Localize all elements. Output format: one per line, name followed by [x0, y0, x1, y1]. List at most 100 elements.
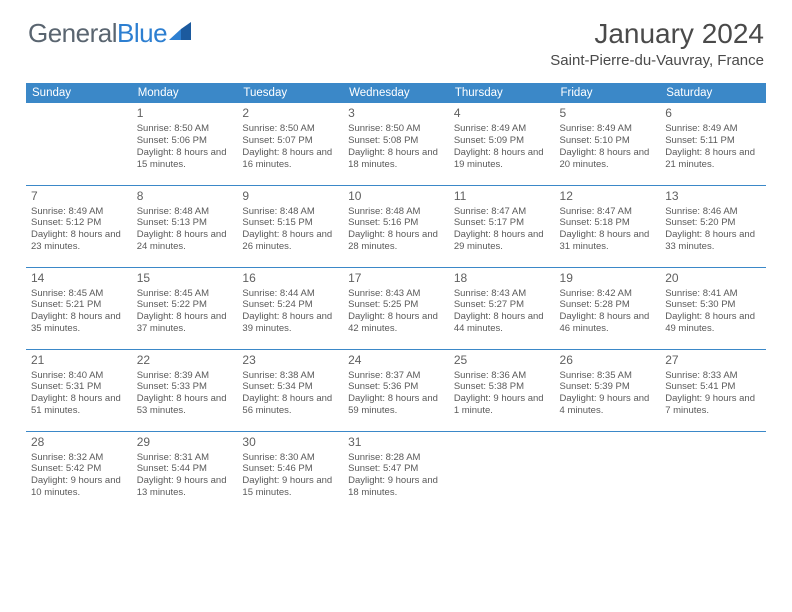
sunset-line: Sunset: 5:33 PM: [137, 381, 233, 393]
daylight-line: Daylight: 8 hours and 44 minutes.: [454, 311, 550, 335]
calendar-day-cell: 12Sunrise: 8:47 AMSunset: 5:18 PMDayligh…: [555, 185, 661, 267]
calendar-day-cell: 4Sunrise: 8:49 AMSunset: 5:09 PMDaylight…: [449, 103, 555, 185]
sunset-line: Sunset: 5:41 PM: [665, 381, 761, 393]
logo-icon: [169, 22, 191, 45]
sunrise-line: Sunrise: 8:43 AM: [348, 288, 444, 300]
sunset-line: Sunset: 5:10 PM: [560, 135, 656, 147]
sunset-line: Sunset: 5:27 PM: [454, 299, 550, 311]
day-number: 5: [560, 106, 656, 121]
day-number: 21: [31, 353, 127, 368]
sunset-line: Sunset: 5:18 PM: [560, 217, 656, 229]
sunrise-line: Sunrise: 8:49 AM: [31, 206, 127, 218]
day-number: 31: [348, 435, 444, 450]
weekday-header: Saturday: [660, 83, 766, 103]
sunset-line: Sunset: 5:39 PM: [560, 381, 656, 393]
calendar-week-row: 14Sunrise: 8:45 AMSunset: 5:21 PMDayligh…: [26, 267, 766, 349]
daylight-line: Daylight: 9 hours and 13 minutes.: [137, 475, 233, 499]
sunrise-line: Sunrise: 8:37 AM: [348, 370, 444, 382]
daylight-line: Daylight: 8 hours and 49 minutes.: [665, 311, 761, 335]
calendar-day-cell: 23Sunrise: 8:38 AMSunset: 5:34 PMDayligh…: [237, 349, 343, 431]
sunrise-line: Sunrise: 8:47 AM: [454, 206, 550, 218]
day-number: 23: [242, 353, 338, 368]
sunrise-line: Sunrise: 8:35 AM: [560, 370, 656, 382]
calendar-day-cell: 19Sunrise: 8:42 AMSunset: 5:28 PMDayligh…: [555, 267, 661, 349]
sunrise-line: Sunrise: 8:39 AM: [137, 370, 233, 382]
sunrise-line: Sunrise: 8:48 AM: [348, 206, 444, 218]
sunset-line: Sunset: 5:15 PM: [242, 217, 338, 229]
sunset-line: Sunset: 5:08 PM: [348, 135, 444, 147]
day-number: 12: [560, 189, 656, 204]
daylight-line: Daylight: 8 hours and 56 minutes.: [242, 393, 338, 417]
sunrise-line: Sunrise: 8:48 AM: [242, 206, 338, 218]
sunrise-line: Sunrise: 8:36 AM: [454, 370, 550, 382]
calendar-day-cell: [555, 431, 661, 513]
daylight-line: Daylight: 8 hours and 24 minutes.: [137, 229, 233, 253]
location-label: Saint-Pierre-du-Vauvray, France: [550, 52, 764, 69]
daylight-line: Daylight: 8 hours and 16 minutes.: [242, 147, 338, 171]
daylight-line: Daylight: 8 hours and 51 minutes.: [31, 393, 127, 417]
sunrise-line: Sunrise: 8:49 AM: [454, 123, 550, 135]
calendar-day-cell: 22Sunrise: 8:39 AMSunset: 5:33 PMDayligh…: [132, 349, 238, 431]
day-number: 29: [137, 435, 233, 450]
sunset-line: Sunset: 5:31 PM: [31, 381, 127, 393]
sunrise-line: Sunrise: 8:30 AM: [242, 452, 338, 464]
sunset-line: Sunset: 5:09 PM: [454, 135, 550, 147]
sunrise-line: Sunrise: 8:45 AM: [137, 288, 233, 300]
calendar-day-cell: 15Sunrise: 8:45 AMSunset: 5:22 PMDayligh…: [132, 267, 238, 349]
daylight-line: Daylight: 8 hours and 28 minutes.: [348, 229, 444, 253]
sunrise-line: Sunrise: 8:50 AM: [137, 123, 233, 135]
sunset-line: Sunset: 5:28 PM: [560, 299, 656, 311]
sunset-line: Sunset: 5:38 PM: [454, 381, 550, 393]
sunrise-line: Sunrise: 8:32 AM: [31, 452, 127, 464]
daylight-line: Daylight: 9 hours and 4 minutes.: [560, 393, 656, 417]
calendar-day-cell: 11Sunrise: 8:47 AMSunset: 5:17 PMDayligh…: [449, 185, 555, 267]
day-number: 17: [348, 271, 444, 286]
daylight-line: Daylight: 8 hours and 21 minutes.: [665, 147, 761, 171]
calendar-week-row: 28Sunrise: 8:32 AMSunset: 5:42 PMDayligh…: [26, 431, 766, 513]
calendar-day-cell: 2Sunrise: 8:50 AMSunset: 5:07 PMDaylight…: [237, 103, 343, 185]
sunset-line: Sunset: 5:17 PM: [454, 217, 550, 229]
calendar-day-cell: 30Sunrise: 8:30 AMSunset: 5:46 PMDayligh…: [237, 431, 343, 513]
day-number: 2: [242, 106, 338, 121]
day-number: 10: [348, 189, 444, 204]
daylight-line: Daylight: 8 hours and 31 minutes.: [560, 229, 656, 253]
sunrise-line: Sunrise: 8:46 AM: [665, 206, 761, 218]
daylight-line: Daylight: 9 hours and 18 minutes.: [348, 475, 444, 499]
calendar-day-cell: 5Sunrise: 8:49 AMSunset: 5:10 PMDaylight…: [555, 103, 661, 185]
sunrise-line: Sunrise: 8:28 AM: [348, 452, 444, 464]
sunrise-line: Sunrise: 8:31 AM: [137, 452, 233, 464]
sunset-line: Sunset: 5:24 PM: [242, 299, 338, 311]
day-number: 20: [665, 271, 761, 286]
calendar-table: SundayMondayTuesdayWednesdayThursdayFrid…: [26, 83, 766, 513]
weekday-header: Friday: [555, 83, 661, 103]
calendar-day-cell: 10Sunrise: 8:48 AMSunset: 5:16 PMDayligh…: [343, 185, 449, 267]
calendar-day-cell: [449, 431, 555, 513]
day-number: 1: [137, 106, 233, 121]
sunrise-line: Sunrise: 8:49 AM: [560, 123, 656, 135]
calendar-day-cell: 8Sunrise: 8:48 AMSunset: 5:13 PMDaylight…: [132, 185, 238, 267]
sunset-line: Sunset: 5:30 PM: [665, 299, 761, 311]
sunset-line: Sunset: 5:36 PM: [348, 381, 444, 393]
daylight-line: Daylight: 8 hours and 53 minutes.: [137, 393, 233, 417]
weekday-header-row: SundayMondayTuesdayWednesdayThursdayFrid…: [26, 83, 766, 103]
daylight-line: Daylight: 8 hours and 33 minutes.: [665, 229, 761, 253]
daylight-line: Daylight: 8 hours and 37 minutes.: [137, 311, 233, 335]
day-number: 27: [665, 353, 761, 368]
sunrise-line: Sunrise: 8:40 AM: [31, 370, 127, 382]
day-number: 3: [348, 106, 444, 121]
sunrise-line: Sunrise: 8:42 AM: [560, 288, 656, 300]
daylight-line: Daylight: 8 hours and 35 minutes.: [31, 311, 127, 335]
day-number: 11: [454, 189, 550, 204]
daylight-line: Daylight: 8 hours and 26 minutes.: [242, 229, 338, 253]
daylight-line: Daylight: 8 hours and 39 minutes.: [242, 311, 338, 335]
sunset-line: Sunset: 5:21 PM: [31, 299, 127, 311]
sunset-line: Sunset: 5:34 PM: [242, 381, 338, 393]
day-number: 19: [560, 271, 656, 286]
daylight-line: Daylight: 9 hours and 7 minutes.: [665, 393, 761, 417]
weekday-header: Tuesday: [237, 83, 343, 103]
weekday-header: Wednesday: [343, 83, 449, 103]
calendar-day-cell: 9Sunrise: 8:48 AMSunset: 5:15 PMDaylight…: [237, 185, 343, 267]
daylight-line: Daylight: 8 hours and 18 minutes.: [348, 147, 444, 171]
calendar-day-cell: [26, 103, 132, 185]
calendar-day-cell: 29Sunrise: 8:31 AMSunset: 5:44 PMDayligh…: [132, 431, 238, 513]
